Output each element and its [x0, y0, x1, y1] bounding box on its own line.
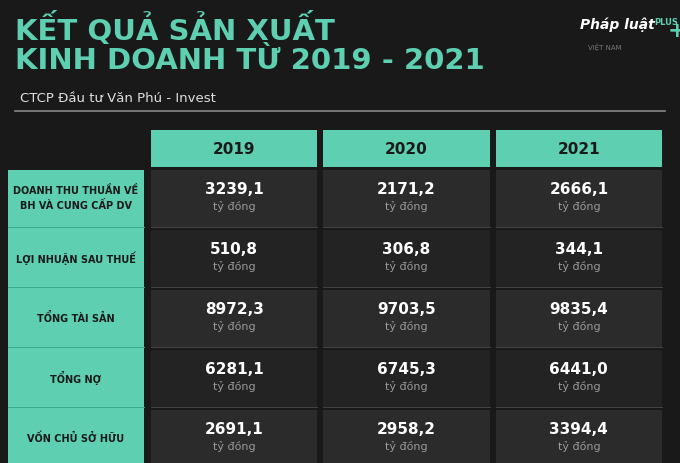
Text: 9835,4: 9835,4 [549, 302, 608, 317]
FancyBboxPatch shape [323, 231, 490, 288]
Text: tỷ đồng: tỷ đồng [558, 261, 600, 272]
Text: TỔNG NỢ: TỔNG NỢ [50, 370, 101, 384]
FancyBboxPatch shape [8, 171, 144, 463]
FancyBboxPatch shape [323, 290, 490, 347]
FancyBboxPatch shape [151, 350, 318, 407]
Text: tỷ đồng: tỷ đồng [385, 201, 428, 212]
Text: 3239,1: 3239,1 [205, 182, 264, 197]
Text: KẾT QUẢ SẢN XUẤT: KẾT QUẢ SẢN XUẤT [15, 12, 335, 46]
Text: 6745,3: 6745,3 [377, 362, 436, 377]
Text: Pháp luật: Pháp luật [580, 18, 655, 32]
Text: 2958,2: 2958,2 [377, 422, 436, 437]
Text: tỷ đồng: tỷ đồng [558, 381, 600, 392]
Text: VIỆT NAM: VIỆT NAM [588, 44, 622, 51]
Text: CTCP Đầu tư Văn Phú - Invest: CTCP Đầu tư Văn Phú - Invest [20, 92, 216, 105]
Text: +: + [668, 21, 680, 41]
Text: tỷ đồng: tỷ đồng [213, 321, 256, 332]
Text: tỷ đồng: tỷ đồng [213, 441, 256, 451]
FancyBboxPatch shape [151, 290, 318, 347]
FancyBboxPatch shape [496, 350, 662, 407]
Text: PLUS: PLUS [654, 18, 678, 27]
Text: tỷ đồng: tỷ đồng [213, 261, 256, 272]
FancyBboxPatch shape [496, 290, 662, 347]
Text: 9703,5: 9703,5 [377, 302, 436, 317]
Text: 510,8: 510,8 [210, 242, 258, 257]
FancyBboxPatch shape [151, 231, 318, 288]
Text: 8972,3: 8972,3 [205, 302, 264, 317]
Text: 2020: 2020 [385, 142, 428, 156]
Text: tỷ đồng: tỷ đồng [385, 441, 428, 451]
Text: tỷ đồng: tỷ đồng [213, 201, 256, 212]
FancyBboxPatch shape [323, 171, 490, 227]
FancyBboxPatch shape [151, 171, 318, 227]
Text: tỷ đồng: tỷ đồng [385, 381, 428, 392]
Text: 344,1: 344,1 [555, 242, 603, 257]
Text: DOANH THU THUẦN VỀ
BH VÀ CUNG CẤP DV: DOANH THU THUẦN VỀ BH VÀ CUNG CẤP DV [14, 184, 139, 211]
Text: tỷ đồng: tỷ đồng [385, 321, 428, 332]
Text: KINH DOANH TỪ 2019 - 2021: KINH DOANH TỪ 2019 - 2021 [15, 47, 485, 75]
Text: tỷ đồng: tỷ đồng [558, 441, 600, 451]
FancyBboxPatch shape [151, 131, 318, 168]
Text: TỔNG TÀI SẢN: TỔNG TÀI SẢN [37, 311, 115, 323]
FancyBboxPatch shape [323, 350, 490, 407]
Text: 3394,4: 3394,4 [549, 422, 608, 437]
Text: 2019: 2019 [213, 142, 256, 156]
Text: tỷ đồng: tỷ đồng [385, 261, 428, 272]
Text: 2021: 2021 [558, 142, 600, 156]
FancyBboxPatch shape [323, 410, 490, 463]
FancyBboxPatch shape [496, 171, 662, 227]
Text: 2691,1: 2691,1 [205, 422, 264, 437]
Text: 6441,0: 6441,0 [549, 362, 608, 377]
FancyBboxPatch shape [496, 410, 662, 463]
FancyBboxPatch shape [151, 410, 318, 463]
Text: 306,8: 306,8 [382, 242, 430, 257]
Text: 6281,1: 6281,1 [205, 362, 264, 377]
Text: 2666,1: 2666,1 [549, 182, 609, 197]
Text: 2171,2: 2171,2 [377, 182, 436, 197]
FancyBboxPatch shape [496, 131, 662, 168]
Text: tỷ đồng: tỷ đồng [558, 321, 600, 332]
FancyBboxPatch shape [323, 131, 490, 168]
Text: tỷ đồng: tỷ đồng [558, 201, 600, 212]
Text: VỐN CHỦ SỞ HỮU: VỐN CHỦ SỞ HỮU [27, 432, 124, 443]
FancyBboxPatch shape [496, 231, 662, 288]
Text: LỢI NHUẬN SAU THUẾ: LỢI NHUẬN SAU THUẾ [16, 250, 136, 264]
Text: tỷ đồng: tỷ đồng [213, 381, 256, 392]
